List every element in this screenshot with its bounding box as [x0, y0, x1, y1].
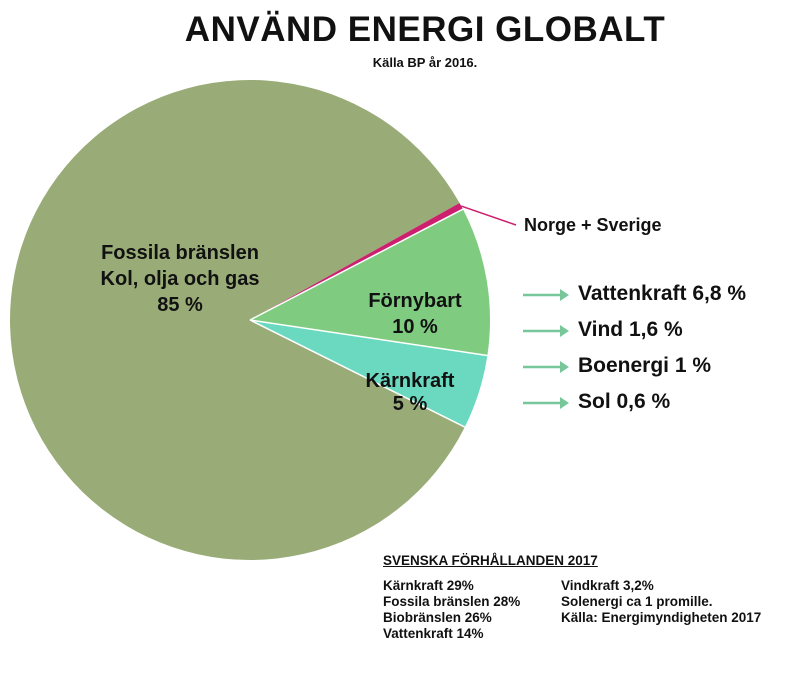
breakdown-label: Sol 0,6 % [578, 390, 671, 413]
slice-label-renewable: Förnybart 10 % [340, 288, 490, 340]
swedish-item: Solenergi ca 1 promille. [561, 594, 713, 609]
pie-slice-norge-sverige [250, 202, 463, 320]
renewable-label-pct: 10 % [392, 316, 438, 338]
swedish-item: Vattenkraft 14% [383, 626, 484, 641]
arrow-right-icon [523, 361, 569, 373]
arrow-right-icon [523, 325, 569, 337]
slice-separator [249, 319, 488, 357]
swedish-item: Biobränslen 26% [383, 610, 492, 625]
swedish-item: Fossila bränslen 28% [383, 594, 521, 609]
arrow-right-icon [523, 397, 569, 409]
nuclear-label-pct: 5 % [392, 393, 428, 415]
fossil-label-pct: 85 % [157, 294, 203, 316]
breakdown-label: Vind 1,6 % [578, 318, 683, 341]
chart-title: ANVÄND ENERGI GLOBALT [184, 10, 666, 49]
norge-sverige-leader-line [460, 205, 517, 226]
pie-slice-renewable [250, 209, 490, 356]
swedish-item: Kärnkraft 29% [383, 578, 474, 593]
swedish-right-column: Vindkraft 3,2% Solenergi ca 1 promille. … [561, 578, 761, 642]
pie-slice-fossil [10, 80, 465, 560]
slice-separator [249, 319, 466, 428]
swedish-item: Vindkraft 3,2% [561, 578, 654, 593]
slice-separator [249, 208, 464, 321]
slice-label-norge-sverige: Norge + Sverige [524, 215, 662, 235]
chart-subtitle: Källa BP år 2016. [372, 55, 478, 70]
slice-label-nuclear: Kärnkraft 5 % [350, 370, 470, 416]
swedish-conditions-panel: SVENSKA FÖRHÅLLANDEN 2017 Kärnkraft 29% … [383, 553, 761, 642]
fossil-label-line2: Kol, olja och gas [100, 268, 260, 290]
fossil-label-line1: Fossila bränslen [101, 242, 259, 264]
slice-label-fossil: Fossila bränslen Kol, olja och gas 85 % [60, 240, 300, 318]
breakdown-label: Boenergi 1 % [578, 354, 712, 377]
swedish-item: Källa: Energimyndigheten 2017 [561, 610, 762, 625]
swedish-conditions-title: SVENSKA FÖRHÅLLANDEN 2017 [383, 553, 598, 568]
renewable-label-name: Förnybart [368, 290, 462, 312]
swedish-left-column: Kärnkraft 29% Fossila bränslen 28% Biobr… [383, 578, 561, 642]
arrow-right-icon [523, 289, 569, 301]
nuclear-label-name: Kärnkraft [365, 370, 455, 392]
breakdown-label: Vattenkraft 6,8 % [578, 282, 747, 305]
